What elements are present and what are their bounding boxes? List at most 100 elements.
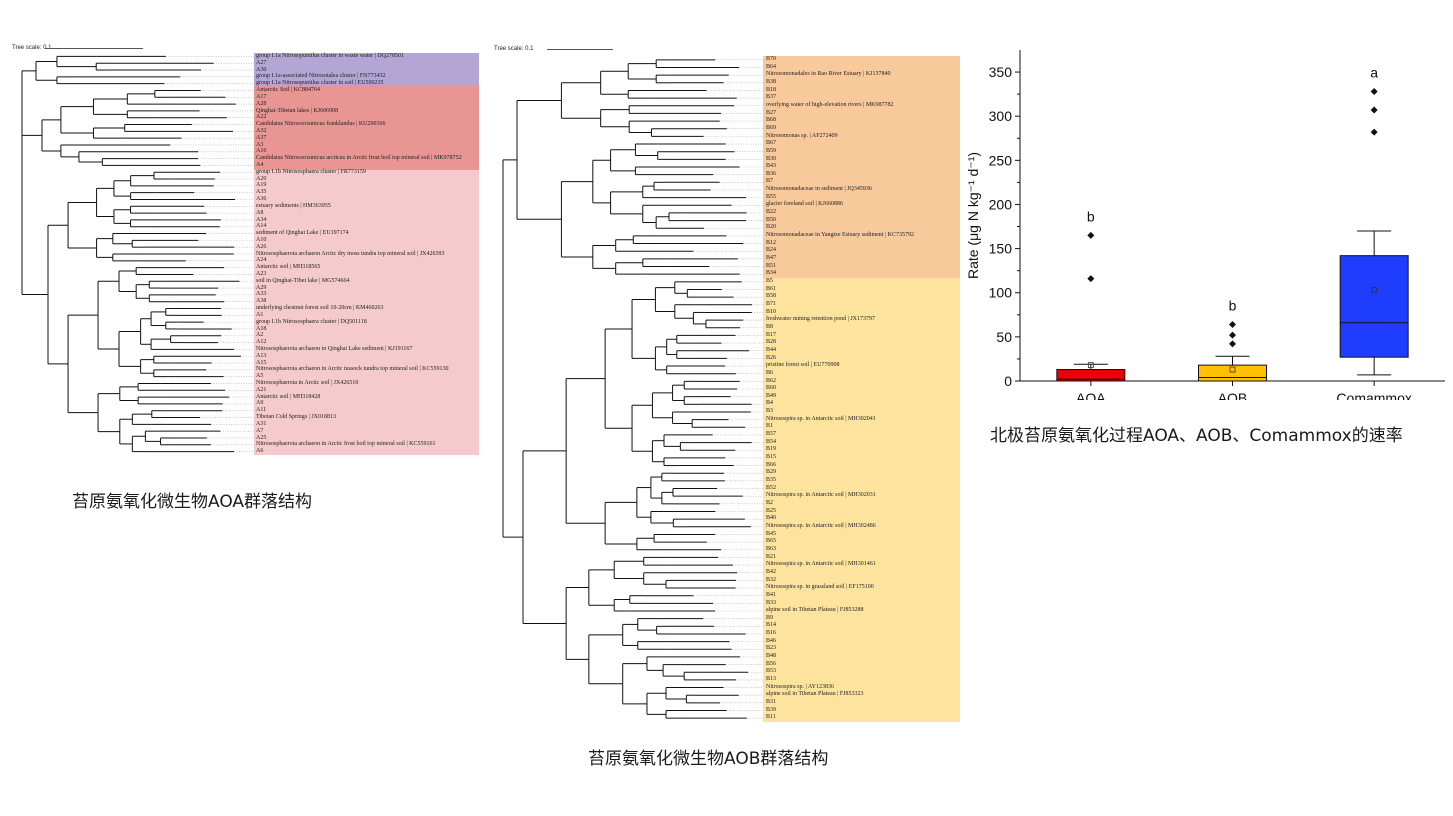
aoa-clade-band-nitrosocosmicus [254, 86, 479, 170]
tip-label: B26 [766, 354, 777, 361]
tip-label: A20 [256, 175, 267, 182]
tip-label: A22 [256, 114, 267, 121]
mean-marker [1229, 366, 1236, 373]
tip-label: B37 [766, 94, 777, 101]
tip-label: A31 [256, 420, 267, 427]
y-tick-label: 350 [989, 64, 1013, 80]
tip-label: A2 [256, 332, 264, 339]
tip-label: A15 [256, 359, 267, 366]
tip-label: alpine soil in Tibetan Plateau | FJ85328… [766, 607, 864, 614]
aoa-clade-band-i1a [254, 53, 479, 86]
tip-label: Nitrososphaerota archaeon in Arctic fros… [256, 441, 436, 448]
tip-label: B3 [766, 408, 774, 415]
tip-label: B33 [766, 599, 777, 606]
outlier-point [1229, 340, 1236, 348]
box-comammox [1339, 255, 1409, 358]
tip-label: B35 [766, 477, 777, 484]
tip-label: B4 [766, 400, 774, 407]
aob-tree-scale-bar [547, 49, 613, 50]
tip-label: B66 [766, 461, 777, 468]
y-tick-label: 50 [996, 329, 1012, 345]
tip-label: B61 [766, 285, 777, 292]
tip-label: B19 [766, 446, 777, 453]
significance-letter: b [1229, 298, 1237, 314]
tip-label: B54 [766, 438, 777, 445]
tip-label: B39 [766, 706, 777, 713]
tip-label: B44 [766, 346, 777, 353]
tip-label: A29 [256, 284, 267, 291]
tip-label: B23 [766, 645, 777, 652]
aoa-tip-labels: group I.1a Nitrosopumilus cluster in was… [256, 53, 480, 455]
tip-label: B31 [766, 699, 777, 706]
tip-label: B5 [766, 278, 774, 284]
outlier-point [1229, 321, 1236, 329]
tip-label: B17 [766, 331, 777, 338]
y-tick-label: 100 [989, 285, 1013, 301]
outlier-point [1370, 87, 1378, 95]
tip-label: B46 [766, 637, 777, 644]
tip-label: B2 [766, 500, 774, 506]
tip-label: B59 [766, 147, 777, 154]
tip-label: underlying chestnut forest soil 10-20cm … [256, 305, 384, 312]
tip-label: A25 [256, 434, 267, 441]
box-aob [1198, 364, 1267, 382]
tip-label: B69 [766, 124, 777, 131]
tip-label: B16 [766, 630, 777, 637]
tip-label: B60 [766, 385, 777, 392]
significance-letter: b [1087, 208, 1095, 224]
tip-label: B55 [766, 193, 777, 200]
y-tick-label: 250 [989, 152, 1013, 168]
rate-boxplot-chart: 0 50 100 150 200 250 300 350 Rate (μg N kg⁻¹ d⁻¹… [965, 50, 1445, 400]
tip-label: B64 [766, 63, 777, 70]
tip-label: A19 [256, 182, 267, 189]
tip-label: B21 [766, 553, 777, 560]
tip-label: B24 [766, 247, 777, 254]
tip-label: sediment of Qinghai Lake | EU197174 [256, 230, 349, 237]
tip-label: B56 [766, 660, 777, 667]
tip-label: group I.1b Nitrososphaera cluster | FR77… [256, 168, 366, 175]
aob-phylogenetic-tree [502, 59, 763, 719]
tip-label: A5 [256, 373, 264, 380]
tip-label: A38 [256, 298, 267, 305]
tip-label: A21 [256, 386, 267, 393]
x-tick-label: Comammox [1336, 390, 1411, 400]
tip-label: Nitrosospira sp. | AY123836 [766, 683, 834, 690]
tip-label: A36 [256, 196, 267, 203]
outlier-point [1229, 331, 1236, 339]
tip-label: Nitrososphaerota archaeon Arctic dry mos… [256, 250, 445, 257]
tip-label: Nitrosomonadales in Rao River Estuary | … [766, 71, 891, 78]
tip-label: B32 [766, 576, 777, 583]
tip-label: B36 [766, 170, 777, 177]
outlier-point [1370, 106, 1378, 114]
tip-label: B20 [766, 224, 777, 231]
tip-label: B29 [766, 469, 777, 476]
outlier-point [1087, 275, 1095, 283]
tip-label: B8 [766, 323, 774, 330]
tip-label: B14 [766, 622, 777, 629]
aoa-caption: 苔原氨氧化微生物AOA群落结构 [72, 492, 313, 512]
tip-label: Antarctic soil | MH318428 [256, 393, 321, 400]
tip-label: group I.1b Nitrososphaera cluster | DQ50… [256, 318, 367, 325]
tip-label: B65 [766, 538, 777, 545]
tip-label: B27 [766, 109, 777, 116]
tip-label: group I.1a-associated Nitrosotalea clust… [256, 73, 386, 80]
tip-label: Nitrosospira sp. in Antarctic soil | MH3… [766, 415, 876, 422]
rate-caption: 北极苔原氨氧化过程AOA、AOB、Comammox的速率 [990, 426, 1403, 446]
tip-label: B63 [766, 545, 777, 552]
y-tick-label: 0 [1004, 373, 1012, 389]
tip-label: pristine forest soil | EU770908 [766, 362, 840, 369]
tip-label: B58 [766, 293, 777, 300]
tip-label: A16 [256, 148, 267, 155]
tip-label: Antarctic Soil | KC884764 [256, 87, 321, 94]
tip-label: group I.1a Nitrosopumilus cluster in was… [256, 53, 405, 59]
aoa-tree-scale-label: Tree scale: 0.1 [12, 45, 52, 51]
tip-label: A11 [256, 407, 267, 414]
tip-label: B18 [766, 86, 777, 93]
tip-label: B1 [766, 423, 774, 430]
tip-label: Candidatus Nitrosocosmicus arcticus in A… [256, 155, 462, 162]
tip-label: Nitrosospira sp. in Antarctic soil | MH3… [766, 492, 876, 499]
tip-label: B12 [766, 239, 777, 246]
tip-label: A35 [256, 189, 267, 196]
tip-label: Nitrosospira sp. in grassland soil | EF1… [766, 584, 874, 591]
tip-label: B10 [766, 308, 777, 315]
